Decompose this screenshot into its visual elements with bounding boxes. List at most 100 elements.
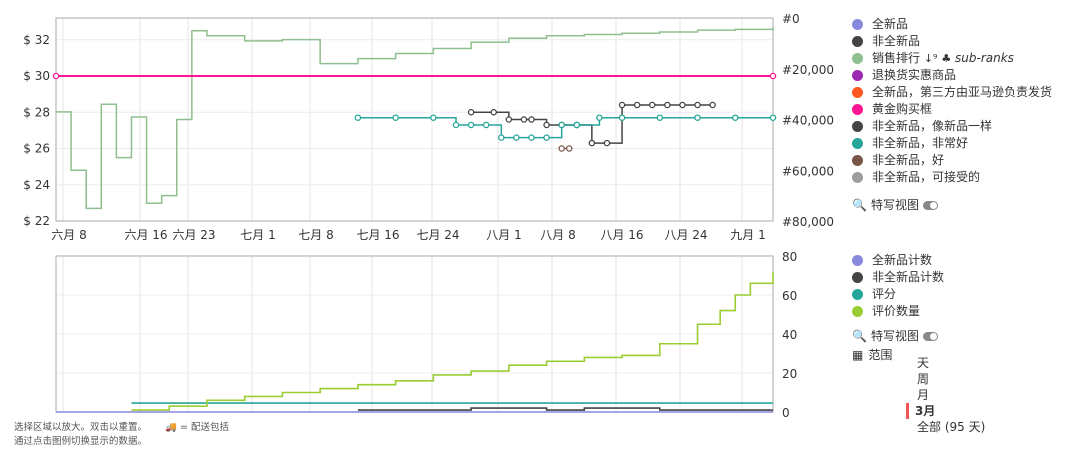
legend-label: 非全新品计数: [872, 270, 945, 284]
sort-icon[interactable]: ↓⁹: [923, 52, 938, 65]
series-point: [618, 101, 626, 109]
x-tick-label: 六月 23: [172, 228, 215, 242]
range-options: 天周月 3月 全部 (95 天): [906, 355, 986, 435]
legend-item-review-count[interactable]: 评价数量: [852, 303, 944, 320]
series-point: [573, 121, 581, 129]
range-option[interactable]: 3月: [906, 403, 985, 419]
close-view-toggle-lower[interactable]: 🔍 特写视图: [852, 328, 944, 345]
y-tick-label: $ 26: [23, 142, 50, 156]
legend-swatch: [852, 104, 863, 115]
series-point: [482, 121, 490, 129]
series-point: [354, 114, 362, 121]
range-option[interactable]: 全部 (95 天): [917, 420, 986, 434]
series-point: [528, 134, 535, 141]
legend-label: 全新品计数: [872, 253, 933, 267]
legend-label: 全新品，第三方由亚马逊负责发货: [872, 85, 1053, 99]
y-right-tick-label: 40: [782, 328, 797, 342]
y-right-tick-label: #0: [782, 12, 800, 26]
series-point: [603, 139, 611, 147]
series-point: [558, 121, 565, 129]
series-point: [732, 114, 739, 121]
series-point: [452, 121, 460, 129]
y-right-tick-label: #80,000: [782, 215, 834, 229]
legend-label: 非全新品: [872, 34, 921, 48]
legend-swatch: [852, 36, 863, 47]
legend-label: 非全新品，可接受的: [872, 170, 981, 184]
legend-swatch: [852, 289, 863, 300]
series-line: [56, 26, 774, 210]
range-option[interactable]: 周: [917, 372, 930, 386]
legend-label: 评分: [872, 287, 897, 301]
series-line: [131, 271, 774, 411]
toggle-switch[interactable]: [922, 332, 938, 341]
truck-icon: 🚚: [165, 422, 177, 433]
series-point: [679, 101, 686, 109]
legend-item-new[interactable]: 全新品: [852, 16, 1052, 33]
series-point: [656, 114, 664, 121]
footer-toggle-hint: 通过点击图例切换显示的数据。: [14, 436, 148, 447]
legend-item-buybox[interactable]: 黄金购买框: [852, 101, 1052, 118]
x-tick-label: 六月 8: [51, 228, 86, 242]
toggle-label: 特写视图: [870, 198, 919, 212]
legend-item-used-acceptable[interactable]: 非全新品，可接受的: [852, 169, 1052, 186]
legend-item-used[interactable]: 非全新品: [852, 33, 1052, 50]
y-right-tick-label: 20: [782, 367, 797, 381]
y-tick-label: $ 22: [23, 214, 50, 228]
footer-notes: 选择区域以放大。双击以重置。 🚚 = 配送包括 通过点击图例切换显示的数据。: [14, 421, 229, 449]
legend-item-used-count[interactable]: 非全新品计数: [852, 269, 944, 286]
series-point: [565, 145, 573, 152]
legend-label: 评价数量: [872, 304, 921, 318]
y-right-tick-label: 80: [782, 250, 797, 264]
legend-swatch: [852, 87, 863, 98]
range-option[interactable]: 天: [917, 356, 930, 370]
sub-ranks-link[interactable]: sub-ranks: [955, 51, 1014, 65]
legend-swatch: [852, 19, 863, 30]
close-view-toggle[interactable]: 🔍 特写视图: [852, 197, 1052, 214]
x-tick-label: 九月 1: [730, 228, 765, 242]
range-option[interactable]: 月: [917, 388, 930, 402]
legend-item-sales-rank[interactable]: 销售排行 ↓⁹ ♣ sub-ranks: [852, 50, 1052, 67]
legend-swatch: [852, 172, 863, 183]
series-point: [648, 101, 656, 109]
series-point: [596, 114, 603, 121]
x-tick-label: 八月 8: [540, 228, 575, 242]
series-line: [357, 407, 773, 411]
x-tick-label: 七月 16: [356, 228, 399, 242]
range-label: 范围: [868, 348, 893, 362]
x-tick-label: 八月 24: [664, 228, 707, 242]
legend-swatch: [852, 121, 863, 132]
legend-item-rating[interactable]: 评分: [852, 286, 944, 303]
x-tick-label: 七月 8: [298, 228, 333, 242]
legend-item-used-like-new[interactable]: 非全新品，像新品一样: [852, 118, 1052, 135]
legend-item-new-count[interactable]: 全新品计数: [852, 252, 944, 269]
footer-shipping-note: = 配送包括: [180, 422, 229, 433]
legend-swatch: [852, 155, 863, 166]
series-point: [633, 101, 641, 109]
series-line: [357, 116, 773, 139]
series-point: [769, 114, 777, 121]
series-point: [467, 121, 475, 129]
series-point: [505, 116, 513, 123]
series-point: [769, 72, 777, 80]
range-header: ▦ 范围: [852, 347, 944, 364]
series-point: [588, 139, 596, 147]
search-icon: 🔍: [852, 329, 867, 343]
legend-item-warehouse[interactable]: 退换货实惠商品: [852, 67, 1052, 84]
series-point: [528, 116, 535, 123]
lower-legend: 全新品计数 非全新品计数 评分 评价数量 🔍 特写视图 ▦ 范围: [852, 252, 944, 364]
y-tick-label: $ 24: [23, 178, 50, 192]
toggle-switch[interactable]: [922, 201, 938, 210]
y-right-tick-label: #40,000: [782, 114, 834, 128]
legend-item-used-good[interactable]: 非全新品，好: [852, 152, 1052, 169]
x-tick-label: 八月 1: [486, 228, 521, 242]
upper-legend: 全新品 非全新品 销售排行 ↓⁹ ♣ sub-ranks 退换货实惠商品 全新品…: [852, 16, 1052, 214]
legend-swatch: [852, 306, 863, 317]
legend-item-fba[interactable]: 全新品，第三方由亚马逊负责发货: [852, 84, 1052, 101]
y-tick-label: $ 28: [23, 105, 50, 119]
series-point: [490, 109, 497, 116]
series-point: [498, 134, 505, 141]
legend-item-used-very-good[interactable]: 非全新品，非常好: [852, 135, 1052, 152]
legend-label: 销售排行: [872, 51, 921, 65]
series-point: [694, 101, 701, 109]
